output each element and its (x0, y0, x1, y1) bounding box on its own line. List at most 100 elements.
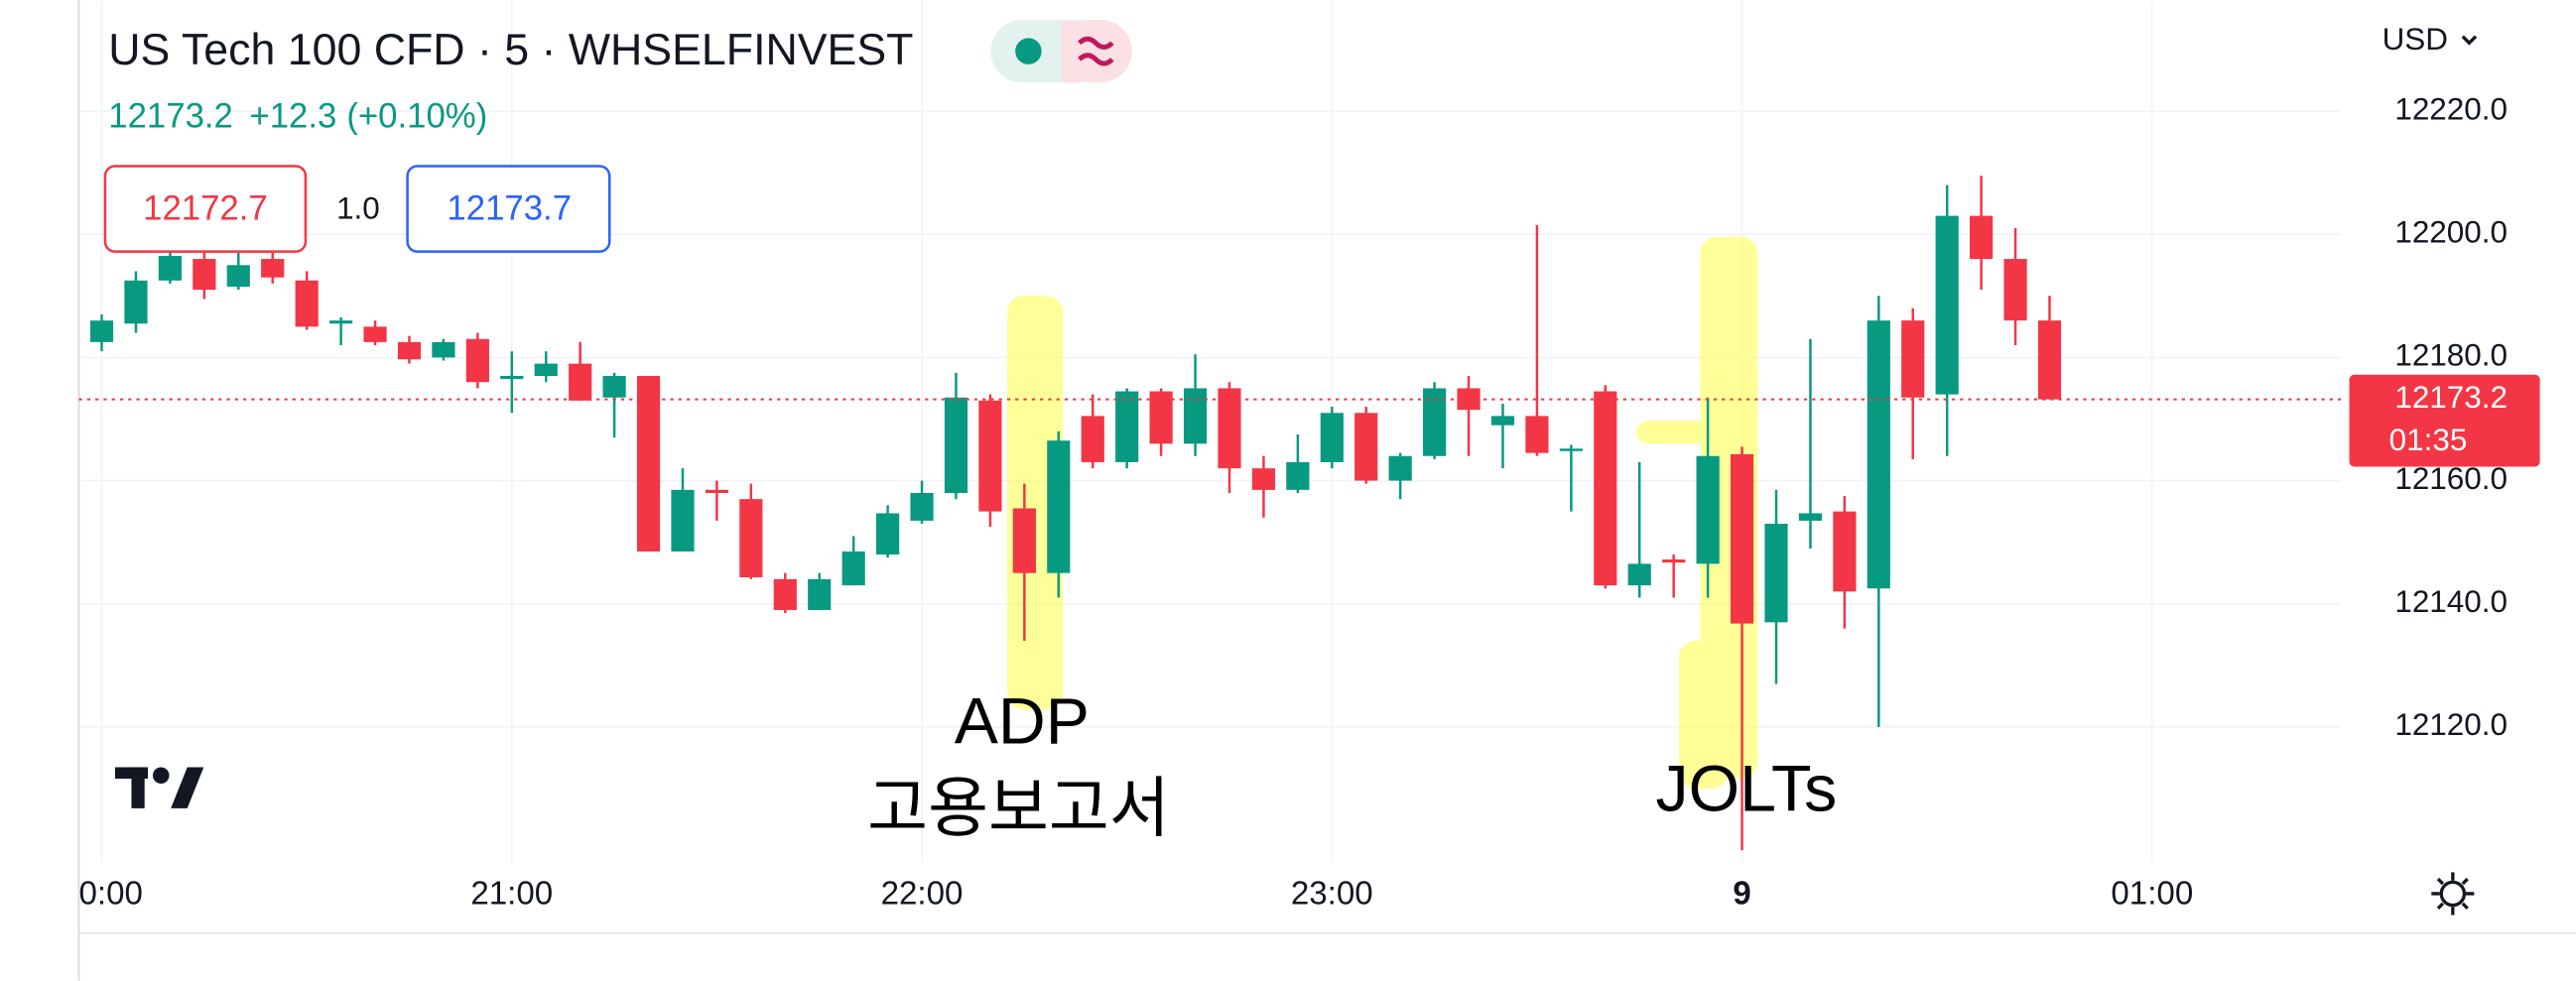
bid[interactable]: 12172.7 (143, 189, 268, 227)
x-tick-label: 22:00 (881, 875, 964, 912)
candle-body (1764, 524, 1788, 623)
candle-body (876, 513, 900, 555)
candle-body (1594, 391, 1617, 586)
candle-body (432, 341, 455, 358)
approx-icon[interactable] (1077, 36, 1114, 66)
candle-body (1218, 388, 1241, 469)
candle-body (739, 499, 763, 578)
candle-body (465, 338, 489, 383)
candle-body (1833, 511, 1857, 592)
candle-body (944, 397, 968, 493)
ask[interactable]: 12173.7 (447, 189, 572, 227)
status-pill[interactable] (990, 20, 1132, 83)
gear[interactable] (2439, 880, 2467, 908)
highlight (1635, 421, 1713, 444)
candle-body (397, 341, 422, 360)
spread: 1.0 (336, 191, 380, 226)
annotation: JOLTs (1656, 752, 1838, 825)
candle-body (89, 320, 114, 342)
buy-button[interactable] (406, 165, 611, 253)
candle-body (910, 492, 934, 521)
candle-body (1047, 440, 1071, 573)
candle-body (978, 400, 1002, 512)
x-tick-label: 20:00 (61, 875, 143, 912)
candle-body (1798, 513, 1823, 521)
y-tick-label: 12140.0 (2394, 584, 2508, 619)
candle-body (1970, 215, 1994, 260)
candle-body (363, 326, 387, 342)
candle-body (841, 551, 865, 586)
symbol-title: US Tech 100 CFD · 5 · WHSELFINVEST (108, 26, 913, 74)
candle-body (1559, 448, 1583, 451)
candle-body (329, 320, 353, 324)
candle-body (1012, 508, 1036, 573)
candle-body (602, 376, 626, 398)
candle-body (705, 489, 729, 493)
candle-body (1388, 455, 1412, 481)
candle-body (1627, 563, 1651, 586)
y-tick-label: 12220.0 (2394, 91, 2508, 126)
candle-body (808, 578, 832, 610)
candle-body (1320, 413, 1344, 462)
y-tick-label: 12180.0 (2394, 338, 2508, 373)
candle-body (1935, 215, 1959, 395)
x-tick-label: 01:00 (2111, 875, 2193, 912)
candle-body (1286, 461, 1310, 490)
logo-part (131, 767, 145, 808)
highlight (1679, 640, 1729, 789)
last-price-label: 12173.2 (2394, 380, 2508, 415)
candle-body (569, 363, 592, 401)
change-pct: (+0.10%) (346, 98, 487, 136)
candles (78, 176, 2342, 851)
candle-body (1867, 320, 1890, 589)
candle-body (671, 489, 695, 552)
dropdown-arrow[interactable] (2461, 35, 2478, 46)
sell-button[interactable] (103, 165, 308, 253)
gear-teeth[interactable] (2431, 872, 2475, 916)
candle-body (1149, 391, 1173, 444)
candle-body (1115, 391, 1139, 462)
candle-body (773, 578, 797, 610)
countdown: 01:35 (2389, 423, 2468, 457)
annotation: 고용보고서 (867, 772, 1170, 845)
candle-body (1251, 468, 1276, 490)
last-price-box (2349, 374, 2540, 467)
candle-body (261, 259, 285, 278)
quote: 12173.2 +12.3 (+0.10%) (108, 98, 487, 136)
candle-body (1696, 455, 1720, 564)
candle-body (124, 280, 148, 324)
logo-part (171, 767, 204, 808)
y-tick-label: 12160.0 (2394, 461, 2508, 496)
candle-body (1081, 416, 1104, 462)
candle-body (1354, 413, 1378, 481)
logo (114, 767, 204, 808)
y-tick-label: 12200.0 (2394, 215, 2508, 250)
candle-body (193, 259, 216, 291)
candle-body (1901, 320, 1925, 398)
candle-body (1662, 559, 1686, 563)
settings-icon[interactable] (2431, 872, 2475, 916)
y-tick-label: 12120.0 (2394, 707, 2508, 742)
candle-body (295, 280, 319, 327)
candle-body (636, 376, 661, 552)
currency[interactable]: USD (2383, 22, 2448, 57)
candle-body (1525, 416, 1549, 453)
x-tick-label: 21:00 (470, 875, 553, 912)
logo-part (152, 767, 170, 785)
candle-body (1183, 388, 1208, 444)
pill[interactable] (1061, 20, 1082, 83)
candle-body (1490, 416, 1515, 426)
x-tick-label: 23:00 (1291, 875, 1373, 912)
candle-body (2003, 259, 2027, 321)
change: +12.3 (249, 98, 336, 136)
candle-body (534, 363, 558, 377)
candle-body (1730, 453, 1754, 624)
axes: 12120.0 12140.0 12160.0 12180.0 12200.0 12220… (2349, 91, 2540, 742)
candle-body (500, 376, 524, 380)
x-tick-label: 9 (1733, 875, 1750, 912)
status-dot[interactable] (1015, 38, 1042, 64)
candle-body (226, 265, 250, 287)
